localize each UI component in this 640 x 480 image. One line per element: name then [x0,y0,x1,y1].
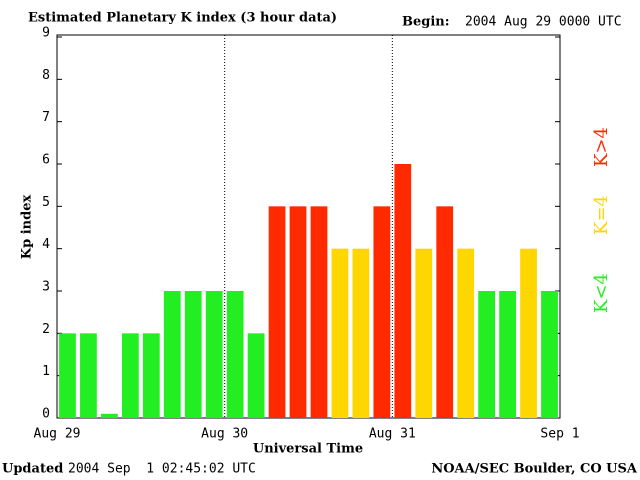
y-tick-label: 7 [42,110,50,125]
bar [289,206,307,418]
bar [101,413,118,418]
x-tick-label: Sep 1 [540,427,579,442]
y-tick-label: 6 [42,153,50,168]
bar [352,248,370,418]
plot-frame [56,34,561,419]
legend-entry: K=4 [591,195,612,235]
x-tick-label: Aug 31 [369,427,416,442]
bar [142,333,160,418]
bar [331,248,349,418]
y-tick-label: 0 [42,407,50,422]
bar [520,248,537,418]
bar [121,333,139,418]
credit: NOAA/SEC Boulder, CO USA [431,462,638,477]
bar [247,333,265,418]
y-tick-label: 8 [42,68,50,83]
y-tick-label: 2 [42,322,50,337]
y-tick-label: 9 [42,26,50,41]
chart-title: Estimated Planetary K index (3 hour data… [28,11,337,26]
bar [80,333,97,418]
y-tick-label: 4 [42,237,50,252]
bar [226,291,244,418]
bar [163,291,181,418]
bar [499,291,516,418]
bar [415,248,433,418]
bar [541,291,558,418]
bar [310,206,328,418]
bar [478,291,496,418]
x-tick-label: Aug 29 [34,427,81,442]
bar [268,206,286,418]
y-axis-label: Kp index [20,195,35,260]
legend-entry: K>4 [591,127,612,167]
legend-entry: K<4 [591,273,612,313]
y-tick-label: 1 [42,364,50,379]
updated-label: Updated [2,462,63,477]
bar [184,291,202,418]
updated-value: 2004 Sep 1 02:45:02 UTC [68,462,256,477]
y-tick-label: 5 [42,195,50,210]
y-tick-label: 3 [42,280,50,295]
begin-value: 2004 Aug 29 0000 UTC [465,15,622,30]
bar [205,291,223,418]
x-axis-label: Universal Time [253,442,363,457]
bar [436,206,454,418]
begin-label: Begin: [402,15,450,30]
bar [59,333,76,418]
bar [373,206,391,418]
x-tick-label: Aug 30 [201,427,248,442]
bar [457,248,475,418]
bar [394,164,412,418]
